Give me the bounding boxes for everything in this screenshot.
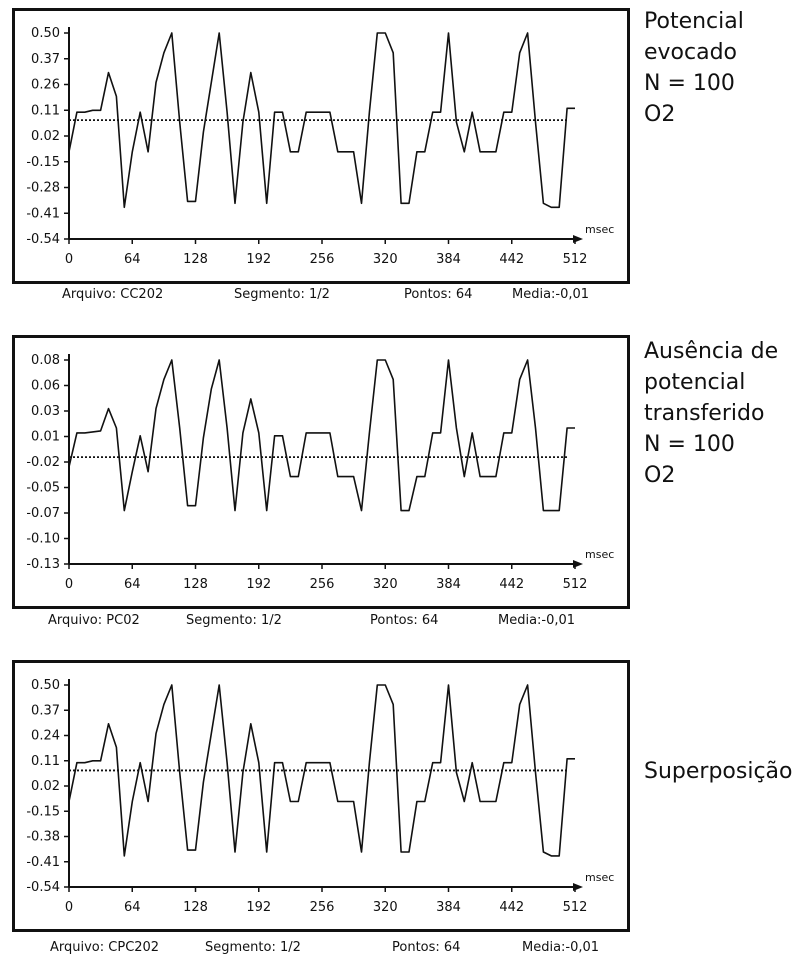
caption-3-line-1: Superposição bbox=[644, 759, 793, 784]
caption-1: Potencial evocado N = 100 O2 bbox=[644, 6, 744, 130]
chart-frame-2: 0.08 0.06 0.03 0.01 -0.02 -0.05 -0.07 -0.10 -0.1… bbox=[12, 335, 630, 609]
y-tick-label: -0.28 bbox=[26, 181, 60, 196]
y-tick-label: 0.03 bbox=[31, 404, 60, 419]
x-tick-label: 256 bbox=[310, 900, 335, 915]
caption-1-line-4: O2 bbox=[644, 102, 676, 127]
x-tick-label: 320 bbox=[373, 252, 398, 267]
x-tick-label: 512 bbox=[563, 577, 588, 592]
y-tick-label: 0.02 bbox=[31, 779, 60, 794]
x-tick-label: 384 bbox=[436, 252, 461, 267]
x-tick-label: 442 bbox=[499, 900, 524, 915]
y-tick-label: -0.15 bbox=[26, 804, 60, 819]
x-unit-label: msec bbox=[585, 223, 614, 236]
x-tick-label: 192 bbox=[246, 577, 271, 592]
chart-svg-1: 0.50 0.37 0.26 0.11 0.02 -0.15 -0.28 -0.41 -0.54… bbox=[26, 26, 614, 267]
x-tick-label: 192 bbox=[246, 252, 271, 267]
caption-3: Superposição bbox=[644, 756, 793, 787]
x-tick-label: 128 bbox=[183, 252, 208, 267]
y-tick-label: -0.54 bbox=[26, 232, 60, 247]
footer-segment-1: Segmento: 1/2 bbox=[234, 287, 330, 302]
x-tick-label: 512 bbox=[563, 900, 588, 915]
footer-file-2: Arquivo: PC02 bbox=[48, 613, 140, 628]
y-tick-label: -0.38 bbox=[26, 830, 60, 845]
chart-svg-2: 0.08 0.06 0.03 0.01 -0.02 -0.05 -0.07 -0.10 -0.1… bbox=[26, 353, 614, 592]
x-tick-label: 442 bbox=[499, 252, 524, 267]
footer-points-2: Pontos: 64 bbox=[370, 613, 439, 628]
x-tick-label: 128 bbox=[183, 900, 208, 915]
caption-2-line-2: potencial bbox=[644, 370, 746, 395]
x-tick-label: 0 bbox=[65, 577, 73, 592]
y-tick-label: -0.10 bbox=[26, 532, 60, 547]
footer-mean-1: Media:-0,01 bbox=[512, 287, 590, 302]
footer-mean-3: Media:-0,01 bbox=[522, 940, 600, 955]
x-tick-label: 512 bbox=[563, 252, 588, 267]
caption-2-line-1: Ausência de bbox=[644, 339, 779, 364]
y-tick-label: 0.37 bbox=[31, 52, 60, 67]
caption-2: Ausência de potencial transferido N = 10… bbox=[644, 336, 778, 491]
footer-file-1: Arquivo: CC202 bbox=[62, 287, 164, 302]
x-tick-label: 64 bbox=[124, 900, 141, 915]
x-tick-label: 320 bbox=[373, 900, 398, 915]
x-tick-label: 320 bbox=[373, 577, 398, 592]
y-tick-label: -0.41 bbox=[26, 855, 60, 870]
footer-segment-2: Segmento: 1/2 bbox=[186, 613, 282, 628]
x-tick-label: 128 bbox=[183, 577, 208, 592]
x-unit-label: msec bbox=[585, 548, 614, 561]
footer-mean-2: Media:-0,01 bbox=[498, 613, 576, 628]
footer-points-3: Pontos: 64 bbox=[392, 940, 461, 955]
y-tick-label: -0.54 bbox=[26, 880, 60, 895]
x-tick-label: 64 bbox=[124, 577, 141, 592]
x-tick-label: 0 bbox=[65, 900, 73, 915]
footer-segment-3: Segmento: 1/2 bbox=[205, 940, 301, 955]
caption-2-line-3: transferido bbox=[644, 401, 765, 426]
x-unit-label: msec bbox=[585, 871, 614, 884]
footer-file-3: Arquivo: CPC202 bbox=[50, 940, 160, 955]
x-tick-label: 0 bbox=[65, 252, 73, 267]
series-line bbox=[68, 32, 575, 209]
x-tick-label: 442 bbox=[499, 577, 524, 592]
y-tick-label: -0.15 bbox=[26, 155, 60, 170]
y-tick-label: -0.41 bbox=[26, 206, 60, 221]
y-tick-label: -0.05 bbox=[26, 481, 60, 496]
caption-2-line-5: O2 bbox=[644, 463, 676, 488]
y-tick-label: 0.02 bbox=[31, 129, 60, 144]
caption-1-line-3: N = 100 bbox=[644, 71, 735, 96]
y-tick-label: 0.24 bbox=[31, 729, 60, 744]
y-tick-label: 0.37 bbox=[31, 703, 60, 718]
y-tick-label: 0.11 bbox=[31, 754, 60, 769]
x-tick-label: 256 bbox=[310, 252, 335, 267]
x-tick-label: 384 bbox=[436, 900, 461, 915]
series-line bbox=[68, 359, 575, 512]
y-tick-label: 0.26 bbox=[31, 78, 60, 93]
chart-frame-3: 0.50 0.37 0.24 0.11 0.02 -0.15 -0.38 -0.41 -0.54… bbox=[12, 660, 630, 932]
y-tick-label: 0.50 bbox=[31, 678, 60, 693]
series-line bbox=[68, 684, 575, 857]
x-tick-label: 256 bbox=[310, 577, 335, 592]
y-tick-label: -0.07 bbox=[26, 506, 60, 521]
caption-2-line-4: N = 100 bbox=[644, 432, 735, 457]
y-tick-label: -0.02 bbox=[26, 455, 60, 470]
y-tick-label: 0.06 bbox=[31, 379, 60, 394]
footer-points-1: Pontos: 64 bbox=[404, 287, 473, 302]
y-tick-label: 0.50 bbox=[31, 26, 60, 41]
y-tick-label: 0.01 bbox=[31, 430, 60, 445]
y-tick-label: -0.13 bbox=[26, 557, 60, 572]
chart-svg-3: 0.50 0.37 0.24 0.11 0.02 -0.15 -0.38 -0.41 -0.54… bbox=[26, 678, 614, 915]
x-tick-label: 384 bbox=[436, 577, 461, 592]
caption-1-line-1: Potencial bbox=[644, 9, 744, 34]
caption-1-line-2: evocado bbox=[644, 40, 738, 65]
x-tick-label: 192 bbox=[246, 900, 271, 915]
y-tick-label: 0.11 bbox=[31, 103, 60, 118]
x-tick-label: 64 bbox=[124, 252, 141, 267]
chart-frame-1: 0.50 0.37 0.26 0.11 0.02 -0.15 -0.28 -0.41 -0.54… bbox=[12, 8, 630, 284]
y-tick-label: 0.08 bbox=[31, 353, 60, 368]
